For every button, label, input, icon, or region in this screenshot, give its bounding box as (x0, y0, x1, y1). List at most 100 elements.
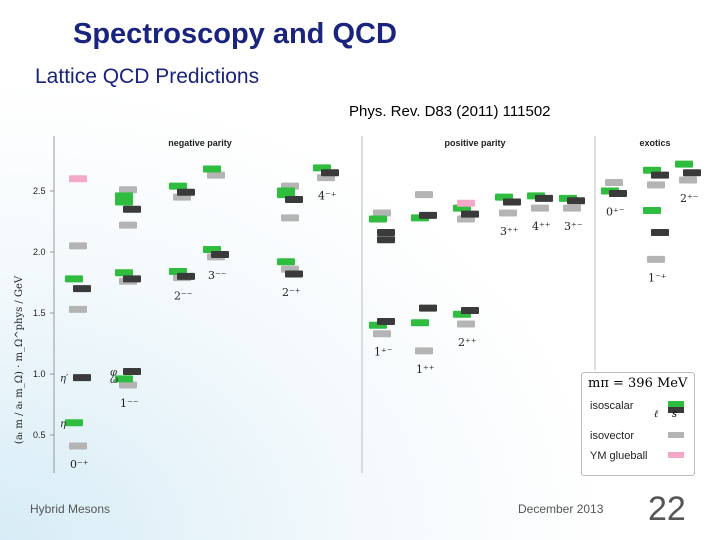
jpc-label: 3⁻⁻ (208, 269, 227, 282)
state-level-box (651, 171, 669, 179)
state-level-box (643, 207, 661, 215)
state-level-box (679, 176, 697, 184)
jpc-label: 1⁻⁻ (120, 397, 139, 410)
section-title: positive parity (444, 138, 505, 148)
jpc-label: 4⁻⁺ (318, 190, 337, 203)
state-level-box (115, 198, 133, 206)
legend-isovector-swatch (668, 432, 684, 438)
state-level-box (119, 186, 137, 194)
y-tick-label: 0.5 (33, 430, 46, 440)
state-level-box (419, 304, 437, 312)
jpc-label: 4⁺⁺ (532, 220, 551, 233)
jpc-label: 1⁺⁺ (416, 363, 435, 376)
y-tick-label: 2.0 (33, 247, 46, 257)
jpc-label: 0⁻⁺ (70, 458, 89, 471)
state-level-box (563, 204, 581, 212)
state-level-box (277, 258, 295, 266)
footer-topic: Hybrid Mesons (30, 502, 111, 516)
state-level-box (531, 204, 549, 212)
jpc-label: 3⁺⁻ (564, 220, 583, 233)
state-level-box (115, 269, 133, 277)
state-level-box (609, 189, 627, 197)
state-level-box (457, 199, 475, 207)
state-level-box (373, 330, 391, 338)
legend-glueball-swatch (668, 452, 684, 458)
state-level-box (285, 270, 303, 278)
y-tick-label: 2.5 (33, 186, 46, 196)
state-level-box (69, 242, 87, 250)
slide-number: 22 (648, 490, 686, 528)
state-level-box (369, 215, 387, 223)
state-level-box (651, 228, 669, 236)
state-level-box (419, 211, 437, 219)
chart-legend: mπ = 396 MeV isoscalar ℓ s isovector YM … (581, 372, 695, 476)
legend-isoscalar-strange-swatch (668, 407, 684, 413)
state-name-label: η (60, 419, 66, 430)
state-level-box (119, 221, 137, 229)
jpc-label: 2⁻⁻ (174, 290, 193, 303)
state-level-box (415, 191, 433, 199)
state-level-box (675, 160, 693, 168)
legend-isovector-label: isovector (590, 430, 635, 442)
state-name-label: ω (110, 375, 118, 386)
state-level-box (115, 192, 133, 200)
state-level-box (411, 319, 429, 327)
state-level-box (461, 210, 479, 218)
legend-light-label: ℓ (654, 409, 659, 420)
state-level-box (683, 169, 701, 177)
state-level-box (647, 255, 665, 263)
state-level-box (535, 194, 553, 202)
state-name-label: φ (110, 368, 117, 379)
state-level-box (119, 381, 137, 389)
state-level-box (123, 368, 141, 376)
state-level-box (203, 165, 221, 173)
state-name-label: η′ (60, 374, 69, 385)
state-level-box (457, 320, 475, 328)
state-level-box (69, 305, 87, 313)
jpc-label: 1⁻⁺ (648, 271, 667, 284)
state-level-box (123, 205, 141, 213)
legend-isoscalar-light-swatch (668, 401, 684, 407)
spectrum-chart: 0.5 1.0 1.5 2.0 2.5 (aₜ m / aₜ m_Ω) · m_Ω^phy… (14, 136, 701, 473)
state-level-box (377, 236, 395, 244)
jpc-label: 3⁺⁺ (500, 225, 519, 238)
y-axis-label: (aₜ m / aₜ m_Ω) · m_Ω^phys / GeV (14, 275, 25, 444)
slide-title: Spectroscopy and QCD (73, 18, 397, 50)
state-level-box (377, 318, 395, 326)
jpc-label: 0⁺⁻ (606, 205, 625, 218)
reference-citation: Phys. Rev. D83 (2011) 111502 (349, 103, 551, 120)
state-level-box (321, 169, 339, 177)
state-level-box (415, 347, 433, 355)
state-level-box (647, 181, 665, 189)
state-level-box (605, 178, 623, 186)
state-level-box (69, 175, 87, 183)
state-level-box (65, 275, 83, 283)
state-level-box (377, 228, 395, 236)
jpc-label: 1⁺⁻ (374, 346, 393, 359)
state-level-box (285, 196, 303, 204)
state-level-box (373, 209, 391, 217)
state-level-box (177, 272, 195, 280)
state-level-box (169, 182, 187, 190)
section-title: negative parity (168, 138, 232, 148)
state-level-box (65, 419, 83, 427)
legend-mass-label: mπ = 396 MeV (588, 376, 688, 391)
jpc-label: 2⁺⁻ (680, 192, 699, 205)
state-level-box (73, 374, 91, 382)
slide-subtitle: Lattice QCD Predictions (35, 65, 260, 88)
footer-date: December 2013 (518, 502, 604, 516)
jpc-label: 2⁻⁺ (282, 286, 301, 299)
y-tick-label: 1.5 (33, 308, 46, 318)
state-level-box (211, 250, 229, 258)
state-level-box (207, 171, 225, 179)
state-level-box (277, 187, 295, 195)
y-tick-label: 1.0 (33, 369, 46, 379)
state-level-box (115, 375, 133, 383)
legend-glueball-label: YM glueball (590, 450, 648, 462)
state-level-box (461, 307, 479, 315)
jpc-label: 2⁺⁺ (458, 336, 477, 349)
section-title: exotics (639, 138, 670, 148)
state-level-box (69, 442, 87, 450)
state-level-box (123, 275, 141, 283)
state-level-box (499, 209, 517, 217)
